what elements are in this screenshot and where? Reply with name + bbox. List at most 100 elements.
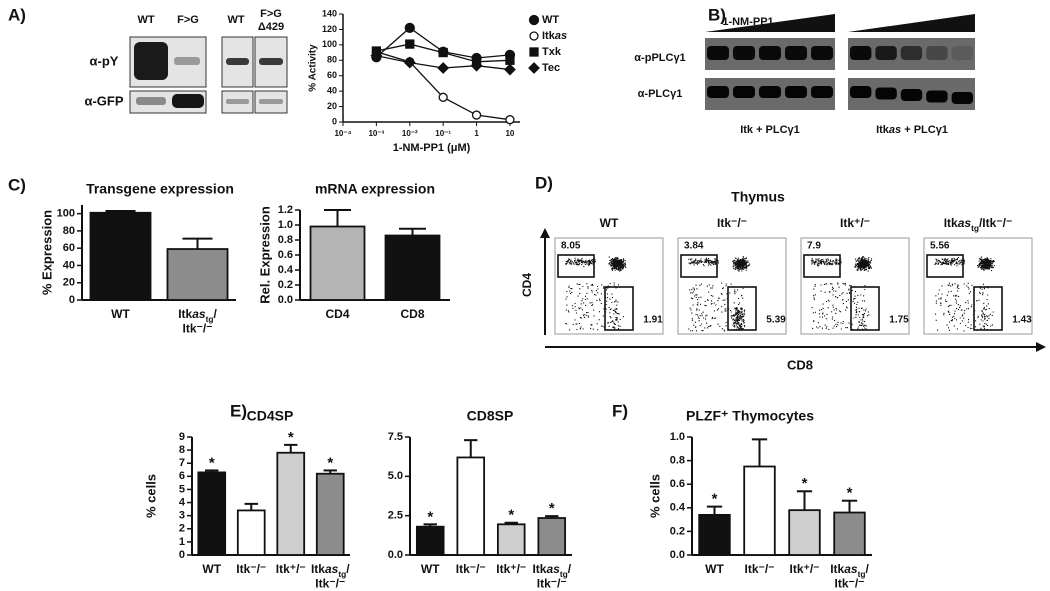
x-tick-label-part: Itk⁻/⁻ — [537, 577, 567, 591]
gate — [604, 286, 634, 331]
band — [136, 97, 166, 105]
gate — [803, 254, 841, 278]
panel-label: D) — [535, 173, 553, 192]
x-tick-label-part: tg — [206, 314, 214, 324]
gate-value: 5.39 — [766, 315, 786, 326]
legend-label: Itkas — [542, 30, 567, 42]
significance-mark: * — [288, 429, 294, 446]
y-tick-label: 0.0 — [278, 294, 293, 306]
significance-mark: * — [327, 454, 333, 471]
y-tick-label: 0.0 — [388, 549, 403, 561]
flow-plot-frame — [554, 237, 664, 335]
y-tick-label: 0.8 — [670, 455, 685, 467]
x-tick-label: 10 — [505, 129, 514, 138]
bar — [89, 211, 152, 301]
marker — [505, 55, 515, 65]
x-tick-label-part: Itk — [532, 562, 546, 576]
bar — [496, 523, 526, 556]
band — [226, 58, 249, 65]
band — [172, 94, 204, 108]
band — [850, 86, 872, 98]
y-tick-label: 80 — [327, 55, 337, 65]
flow-plot-title: WT — [600, 216, 619, 230]
gradient-triangle — [705, 14, 835, 32]
significance-mark: * — [427, 508, 433, 525]
gate — [850, 286, 880, 331]
panel-label: A) — [8, 5, 26, 24]
y-tick-label: 3 — [179, 510, 185, 522]
y-tick-label: 60 — [327, 70, 337, 80]
significance-mark: * — [508, 507, 514, 524]
y-tick-label: 100 — [322, 39, 337, 49]
x-tick-label: 1 — [474, 129, 479, 138]
panel-label: B) — [708, 5, 726, 24]
bar — [384, 234, 441, 301]
gate-value: 1.75 — [889, 315, 909, 326]
marker — [471, 110, 482, 120]
gate-value: 1.91 — [643, 315, 663, 326]
chart-title: CD4SP — [247, 408, 294, 424]
y-tick-label: 1 — [179, 536, 185, 548]
group-label-part: + PLCγ1 — [901, 124, 948, 136]
gate-value: 5.56 — [930, 241, 950, 252]
y-tick-label: 5.0 — [388, 470, 403, 482]
band — [785, 46, 807, 60]
bar — [456, 456, 486, 556]
x-tick-label: Itk⁻/⁻ — [537, 577, 567, 591]
y-axis-label: % cells — [647, 474, 662, 518]
y-tick-label: 9 — [179, 431, 185, 443]
y-tick-label: 8 — [179, 444, 185, 456]
gate-value: 7.9 — [807, 241, 821, 252]
y-tick-label: 1.0 — [278, 219, 293, 231]
band — [733, 46, 755, 60]
bar — [788, 509, 821, 556]
flow-dots — [934, 256, 995, 332]
band — [811, 46, 833, 60]
row-label: α-PLCγ1 — [638, 88, 683, 100]
x-tick-label: 10⁻² — [402, 129, 418, 138]
gate — [680, 254, 718, 278]
y-tick-label: 0 — [179, 549, 185, 561]
row-label: α-pPLCγ1 — [634, 52, 685, 64]
x-tick-label-part: Itk — [830, 562, 844, 576]
x-tick-label: CD4 — [325, 307, 349, 321]
band — [759, 86, 781, 98]
row-label: α-GFP — [84, 93, 123, 108]
flow-plot-frame — [800, 237, 910, 335]
marker — [405, 39, 415, 49]
band — [259, 99, 283, 104]
flow-plot-title-part: Itk — [944, 216, 958, 230]
flow-plot-title-part: /Itk⁻/⁻ — [979, 216, 1012, 230]
band — [811, 86, 833, 98]
bar — [197, 471, 227, 556]
y-tick-label: 4 — [179, 496, 186, 508]
marker — [438, 47, 448, 58]
bar — [833, 511, 866, 556]
lane-label: F>G — [177, 14, 199, 26]
x-tick-label: Itk⁻/⁻ — [315, 577, 345, 591]
y-tick-label: 0.4 — [670, 502, 686, 514]
gate-value: 8.05 — [561, 241, 581, 252]
x-tick-label: CD8 — [400, 307, 424, 321]
flow-axis-label: CD4 — [520, 273, 534, 297]
x-tick-label-part: tg — [338, 569, 346, 579]
legend-marker — [529, 47, 539, 57]
legend-marker — [529, 31, 539, 41]
legend-label: Tec — [542, 62, 560, 74]
flow-title: Thymus — [731, 189, 785, 205]
lane-label: Δ429 — [258, 21, 284, 33]
gate — [973, 286, 1003, 331]
y-tick-label: 0.4 — [278, 264, 294, 276]
y-tick-label: 5 — [179, 483, 185, 495]
y-tick-label: 40 — [327, 86, 337, 96]
y-axis-label: Rel. Expression — [257, 206, 272, 304]
x-tick-label-part: as — [844, 562, 858, 576]
gate — [557, 254, 595, 278]
bar — [698, 513, 731, 556]
arrow-head — [1036, 342, 1046, 352]
x-tick-label-part: tg — [858, 569, 866, 579]
x-tick-label-part: / — [346, 562, 350, 576]
band — [926, 90, 948, 103]
bar — [309, 225, 366, 301]
